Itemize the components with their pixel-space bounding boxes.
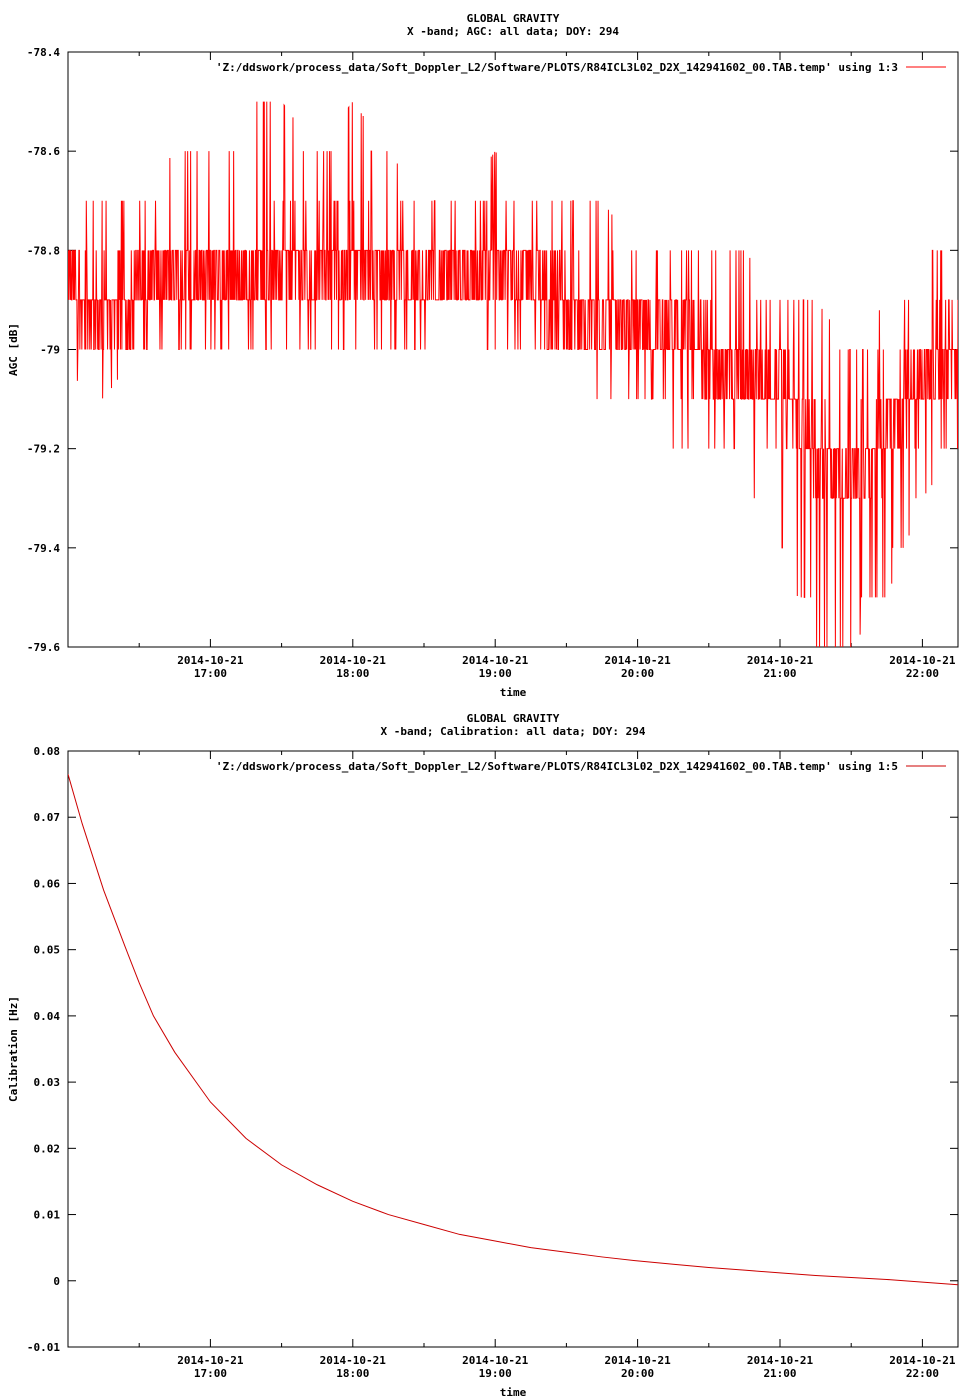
x-tick-label-time: 22:00 bbox=[906, 667, 939, 680]
x-tick-label-time: 17:00 bbox=[194, 667, 227, 680]
x-tick-label-time: 18:00 bbox=[336, 667, 369, 680]
y-axis-label: Calibration [Hz] bbox=[7, 996, 20, 1102]
y-tick-label: 0.01 bbox=[34, 1209, 61, 1222]
legend-entry: 'Z:/ddswork/process_data/Soft_Doppler_L2… bbox=[216, 760, 898, 773]
chart-subtitle: X -band; Calibration: all data; DOY: 294 bbox=[381, 725, 646, 738]
y-tick-label: -79 bbox=[40, 344, 60, 357]
x-tick-label-date: 2014-10-21 bbox=[604, 1354, 671, 1367]
x-tick-label-date: 2014-10-21 bbox=[889, 1354, 956, 1367]
plot-frame bbox=[67, 750, 959, 1348]
x-tick-label-date: 2014-10-21 bbox=[177, 1354, 244, 1367]
y-tick-label: 0.05 bbox=[34, 944, 61, 957]
chart-title: GLOBAL GRAVITY bbox=[467, 712, 560, 725]
x-tick-label-time: 19:00 bbox=[479, 1367, 512, 1380]
legend-entry: 'Z:/ddswork/process_data/Soft_Doppler_L2… bbox=[216, 61, 898, 74]
x-tick-label-date: 2014-10-21 bbox=[889, 654, 956, 667]
x-tick-label-date: 2014-10-21 bbox=[320, 1354, 387, 1367]
y-tick-label: 0.08 bbox=[34, 745, 61, 758]
x-tick-label-date: 2014-10-21 bbox=[604, 654, 671, 667]
chart-subtitle: X -band; AGC: all data; DOY: 294 bbox=[407, 25, 619, 38]
x-tick-label-time: 20:00 bbox=[621, 667, 654, 680]
y-axis-label: AGC [dB] bbox=[7, 323, 20, 376]
series-line-agc bbox=[68, 101, 958, 647]
y-tick-label: 0.07 bbox=[34, 811, 61, 824]
x-tick-label-date: 2014-10-21 bbox=[462, 1354, 529, 1367]
x-tick-label-date: 2014-10-21 bbox=[462, 654, 529, 667]
y-tick-label: -78.4 bbox=[27, 46, 60, 59]
y-tick-label: -0.01 bbox=[27, 1341, 60, 1354]
x-tick-label-time: 17:00 bbox=[194, 1367, 227, 1380]
x-tick-label-time: 18:00 bbox=[336, 1367, 369, 1380]
x-tick-label-date: 2014-10-21 bbox=[747, 654, 814, 667]
y-tick-label: -79.4 bbox=[27, 542, 60, 555]
x-tick-label-time: 21:00 bbox=[763, 1367, 796, 1380]
y-tick-label: 0.03 bbox=[34, 1076, 61, 1089]
chart-title: GLOBAL GRAVITY bbox=[467, 12, 560, 25]
y-tick-label: -78.6 bbox=[27, 145, 60, 158]
x-tick-label-time: 21:00 bbox=[763, 667, 796, 680]
y-tick-label: 0.04 bbox=[34, 1010, 61, 1023]
x-tick-label-time: 20:00 bbox=[621, 1367, 654, 1380]
y-tick-label: 0.06 bbox=[34, 877, 61, 890]
y-tick-label: -78.8 bbox=[27, 244, 60, 257]
y-tick-label: 0.02 bbox=[34, 1142, 61, 1155]
x-axis-label: time bbox=[500, 686, 527, 699]
x-tick-label-time: 22:00 bbox=[906, 1367, 939, 1380]
y-tick-label: -79.2 bbox=[27, 443, 60, 456]
x-tick-label-time: 19:00 bbox=[479, 667, 512, 680]
x-tick-label-date: 2014-10-21 bbox=[747, 1354, 814, 1367]
x-tick-label-date: 2014-10-21 bbox=[320, 654, 387, 667]
y-tick-label: -79.6 bbox=[27, 641, 60, 654]
series-line-calibration bbox=[68, 774, 958, 1286]
x-tick-label-date: 2014-10-21 bbox=[177, 654, 244, 667]
y-tick-label: 0 bbox=[53, 1275, 60, 1288]
x-axis-label: time bbox=[500, 1386, 527, 1399]
